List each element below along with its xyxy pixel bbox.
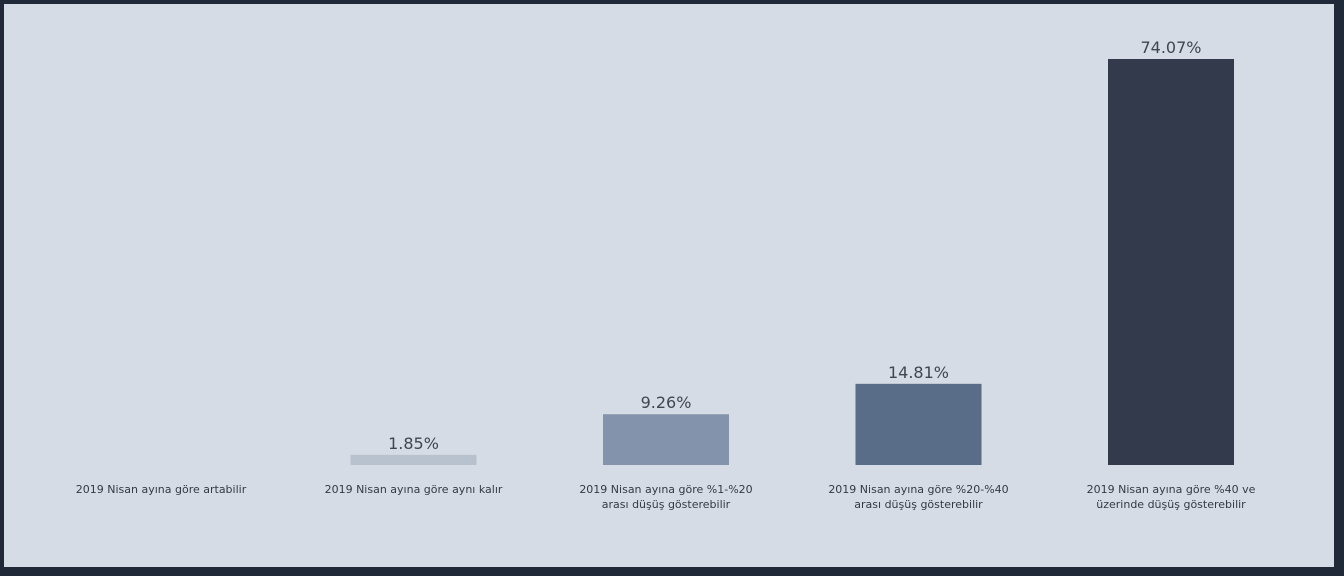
- bar-value-label-4: 74.07%: [1140, 38, 1201, 57]
- bar-2[interactable]: [603, 414, 729, 465]
- bar-1[interactable]: [350, 454, 477, 465]
- bar-4[interactable]: [1108, 59, 1234, 465]
- category-label-3: 2019 Nisan ayına göre %20-%40 arası düşü…: [828, 483, 1009, 511]
- bar-chart: 1.85% 9.26% 14.81% 74.07%: [350, 38, 1234, 465]
- category-label-1: 2019 Nisan ayına göre aynı kalır: [324, 483, 503, 496]
- category-label-2: 2019 Nisan ayına göre %1-%20 arası düşüş…: [579, 483, 753, 511]
- bar-value-label-3: 14.81%: [888, 363, 949, 382]
- bar-3[interactable]: [855, 383, 982, 465]
- category-label-4: 2019 Nisan ayına göre %40 ve üzerinde dü…: [1086, 483, 1256, 511]
- bar-value-label-2: 9.26%: [641, 393, 692, 412]
- bar-value-label-1: 1.85%: [388, 434, 439, 453]
- chart-frame: 1.85% 9.26% 14.81% 74.07% 2019 Nisan ayına …: [4, 4, 1334, 567]
- category-label-0: 2019 Nisan ayına göre artabilir: [75, 483, 247, 496]
